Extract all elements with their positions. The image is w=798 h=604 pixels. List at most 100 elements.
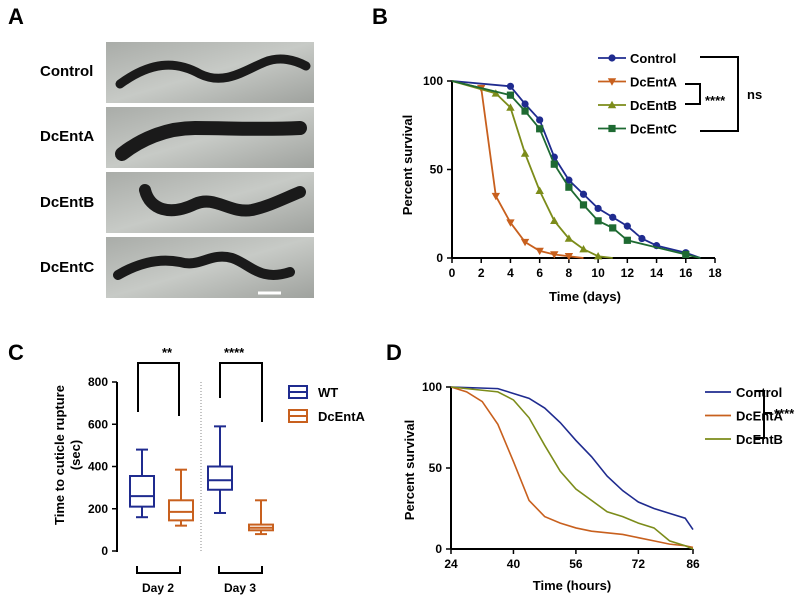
panel-b-x-tick-label: 4	[507, 266, 514, 280]
panel-b-y-tick-label: 0	[436, 251, 443, 265]
panel-c-category-day2: Day 2	[142, 581, 174, 595]
panel-c-y-tick-label: 200	[88, 502, 108, 516]
panel-d-ylabel: Percent survival	[402, 420, 417, 520]
panel-b-series-line-dcentb	[451, 80, 613, 259]
panel-b-point-dcentc	[550, 160, 558, 168]
panel-d-x-tick-label: 40	[507, 557, 521, 571]
panel-b-legend-marker	[608, 54, 616, 62]
panel-b-legend-label: Control	[630, 51, 676, 66]
panel-b-y-tick-label: 100	[423, 74, 443, 88]
panel-d-bracket	[755, 390, 772, 439]
worm-label-control: Control	[40, 63, 93, 80]
panel-c-box-dcenta-day2	[168, 499, 194, 522]
panel-c-group-bracket-day2	[136, 566, 181, 574]
panel-b-legend-label: DcEntB	[630, 98, 677, 113]
worm-dcenta	[115, 120, 307, 161]
panel-d-series-line-control	[450, 386, 694, 531]
panel-b-point-dcenta	[491, 192, 501, 201]
panel-c-box-wt-day2	[129, 475, 155, 508]
panel-b-point-control	[609, 213, 617, 221]
panel-d-series-line-dcentb	[450, 386, 694, 550]
panel-c-chart: Time to cuticle rupture (sec) ** **** Da…	[52, 345, 366, 595]
panel-b-sig-ns: ns	[747, 87, 762, 102]
panel-b-point-dcentb	[535, 186, 544, 194]
panel-b-point-dcentc	[579, 201, 588, 209]
panel-b-legend-label: DcEntC	[630, 122, 678, 137]
panel-b-point-dcentc	[623, 236, 631, 244]
panel-d-x-tick-label: 56	[569, 557, 583, 571]
panel-b-x-tick-label: 6	[536, 266, 543, 280]
panel-c-y-tick-label: 0	[101, 544, 108, 558]
panel-b-point-dcentb	[491, 89, 501, 97]
panel-letter-d: D	[386, 340, 402, 365]
panel-d-x-tick-label: 72	[632, 557, 646, 571]
worm-control	[115, 54, 311, 89]
panel-b-point-dcenta	[520, 238, 530, 247]
worm-dcentc	[113, 251, 295, 280]
panel-b-legend-label: DcEntA	[630, 75, 678, 90]
panel-b-point-dcenta	[506, 219, 515, 227]
panel-b-ylabel: Percent survival	[400, 115, 415, 215]
panel-c-category-day3: Day 3	[224, 581, 256, 595]
panel-c-y-tick-label: 600	[88, 417, 108, 431]
panel-d-chart: Percent survival Time (hours) **** 24 40 5…	[402, 380, 795, 593]
panel-b-point-dcentc	[682, 250, 690, 259]
panel-b-sig-star: ****	[705, 93, 726, 108]
panel-a-worm-images: Control DcEntA DcEntB DcEntC	[40, 42, 314, 298]
panel-b-point-dcentb	[550, 216, 559, 225]
panel-b-x-tick-label: 2	[478, 266, 485, 280]
panel-b-point-dcentb	[579, 244, 588, 253]
panel-d-x-tick-label: 86	[686, 557, 700, 571]
panel-d-legend-label: Control	[736, 385, 782, 400]
worm-dcentb	[139, 184, 306, 217]
panel-b-point-dcentc	[536, 125, 544, 133]
panel-b-point-dcentb	[506, 103, 515, 111]
panel-letter-a: A	[8, 4, 24, 29]
panel-b-bracket-outer	[700, 56, 739, 132]
panel-b-legend-marker	[607, 78, 617, 86]
panel-b-point-dcentc	[521, 107, 529, 115]
panel-b-point-dcenta	[564, 253, 574, 261]
panel-d-legend-label: DcEntA	[736, 409, 784, 424]
panel-d-sig: ****	[774, 406, 795, 421]
panel-b-point-control	[594, 204, 602, 213]
panel-c-legend-label: DcEntA	[318, 409, 366, 424]
worm-label-dcentc: DcEntC	[40, 259, 94, 276]
panel-letter-b: B	[372, 4, 388, 29]
panel-b-point-dcenta	[535, 247, 544, 256]
panel-b-point-control	[521, 100, 529, 108]
panel-b-point-dcentb	[564, 234, 574, 242]
panel-b-x-tick-label: 8	[566, 266, 573, 280]
panel-d-y-tick-label: 100	[422, 380, 442, 394]
panel-d-y-tick-label: 0	[435, 542, 442, 556]
panel-c-y-tick-label: 800	[88, 375, 108, 389]
panel-letter-c: C	[8, 340, 24, 365]
panel-b-x-tick-label: 12	[621, 266, 635, 280]
panel-b-point-control	[536, 116, 544, 124]
panel-d-y-tick-label: 50	[429, 461, 443, 475]
panel-b-xlabel: Time (days)	[549, 289, 621, 304]
panel-c-bracket-day3	[219, 362, 263, 422]
panel-c-ylabel-line1: Time to cuticle rupture	[52, 385, 67, 525]
panel-b-point-control	[565, 176, 573, 184]
panel-c-y-tick-label: 400	[88, 460, 108, 474]
panel-b-point-dcentc	[594, 217, 602, 225]
panel-b-point-control	[579, 190, 588, 198]
panel-b-x-tick-label: 16	[679, 266, 693, 280]
panel-c-legend-label: WT	[318, 385, 338, 400]
panel-b-x-tick-label: 18	[708, 266, 722, 280]
panel-d-series-line-dcenta	[450, 386, 694, 549]
panel-b-point-dcentc	[506, 91, 515, 99]
panel-c-sig-day2: **	[162, 345, 173, 360]
panel-d-xlabel: Time (hours)	[533, 578, 612, 593]
panel-d-legend-label: DcEntB	[736, 432, 783, 447]
panel-b-point-control	[623, 222, 631, 230]
panel-c-bracket-day2	[137, 362, 180, 416]
panel-d-x-tick-label: 24	[444, 557, 458, 571]
panel-b-legend-marker	[607, 100, 617, 109]
panel-b-point-dcenta	[550, 251, 559, 259]
panel-b-point-control	[638, 234, 646, 243]
panel-b-point-dcentb	[593, 252, 603, 260]
panel-b-bracket-inner	[685, 83, 701, 105]
